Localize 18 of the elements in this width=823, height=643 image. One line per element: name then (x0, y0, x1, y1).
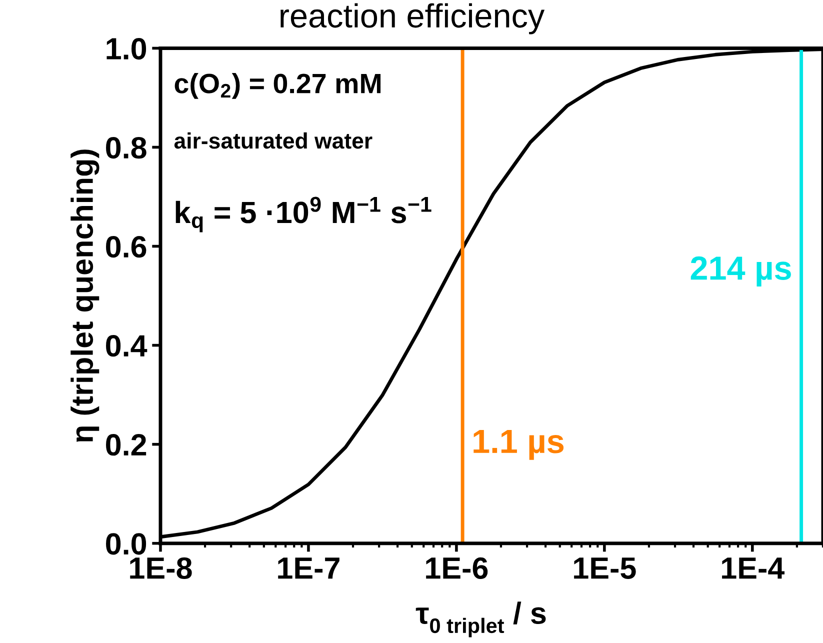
ref-line-label: 1.1 µs (474, 430, 564, 460)
x-tick-label: 1E-8 (130, 557, 192, 579)
x-tick-label: 1E-6 (426, 557, 488, 579)
x-tick-label: 1E-4 (722, 558, 785, 579)
chart-title: reaction efficiency (280, 3, 545, 34)
ref-line-label: 214 µs (690, 256, 791, 287)
y-tick-label: 1.0 (106, 38, 146, 60)
annotation: c(O$_{2}$) = 0.27 mM (174, 72, 381, 99)
y-tick-label: 0.6 (106, 236, 146, 258)
y-tick-label: 0.0 (106, 533, 146, 555)
x-tick-label: 1E-5 (574, 558, 636, 579)
x-tick-label: 1E-7 (278, 558, 340, 579)
annotation: air-saturated water (174, 132, 372, 149)
y-tick-label: 0.8 (106, 136, 146, 159)
y-tick-label: 0.4 (106, 335, 148, 357)
y-tick-label: 0.2 (106, 434, 146, 456)
annotation: k$_{q}$ = 5 ·10$^{9}$ M$^{−1}$ s$^{−1}$ (176, 196, 432, 232)
y-axis-title: η (triplet quenching) (70, 150, 100, 442)
